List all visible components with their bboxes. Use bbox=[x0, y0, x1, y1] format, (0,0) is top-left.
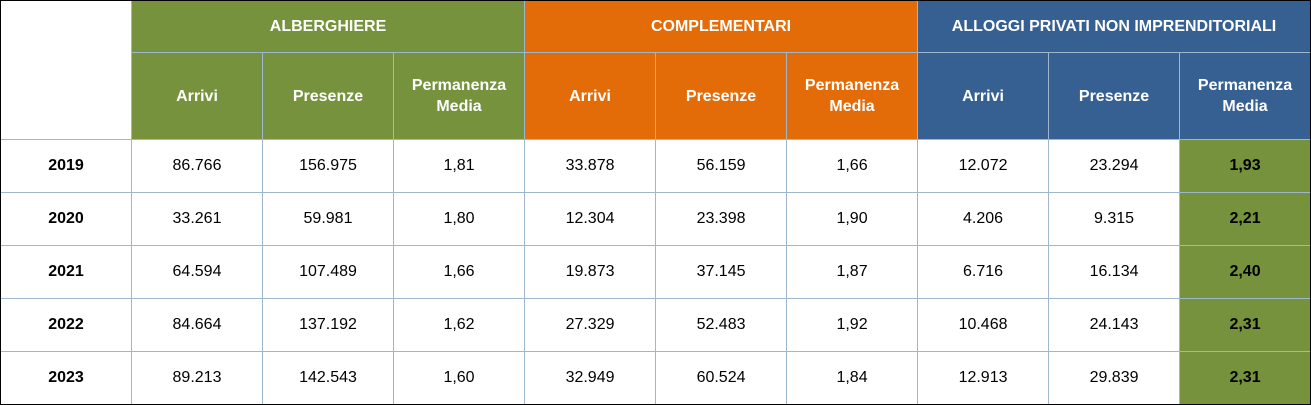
subheader-label-line: Presenze bbox=[1078, 87, 1150, 105]
value-cell: 86.766 bbox=[131, 139, 263, 193]
highlight-value-cell: 2,21 bbox=[1179, 192, 1311, 246]
highlight-value-cell: 2,31 bbox=[1179, 351, 1311, 405]
highlight-value-cell: 1,93 bbox=[1179, 139, 1311, 193]
subheader-presenze: Presenze bbox=[262, 52, 394, 140]
subheader-label-line: Arrivi bbox=[176, 87, 218, 105]
value-cell: 12.072 bbox=[917, 139, 1050, 193]
value-cell: 10.468 bbox=[917, 298, 1050, 352]
value-cell: 1,90 bbox=[786, 192, 919, 246]
subheader-label-line: Arrivi bbox=[962, 87, 1004, 105]
value-cell: 52.483 bbox=[655, 298, 788, 352]
value-cell: 6.716 bbox=[917, 245, 1050, 299]
table-row: 2021 64.594 107.489 1,66 19.873 37.145 1,87 6.7… bbox=[0, 245, 1311, 299]
value-cell: 64.594 bbox=[131, 245, 263, 299]
corner-cell bbox=[0, 0, 132, 140]
value-cell: 32.949 bbox=[524, 351, 657, 405]
value-cell: 137.192 bbox=[262, 298, 394, 352]
value-cell: 24.143 bbox=[1048, 298, 1181, 352]
value-cell: 156.975 bbox=[262, 139, 394, 193]
subheader-row: Arrivi Presenze Permanenza Media Arrivi Prese… bbox=[1, 52, 1311, 140]
value-cell: 1,66 bbox=[786, 139, 919, 193]
subheader-arrivi: Arrivi bbox=[524, 52, 657, 140]
value-cell: 1,60 bbox=[392, 351, 526, 405]
table-row: 2020 33.261 59.981 1,80 12.304 23.398 1,90 4.20… bbox=[0, 192, 1311, 246]
subheader-label-line: Permanenza bbox=[804, 77, 900, 94]
value-cell: 23.398 bbox=[655, 192, 788, 246]
table-row: 2023 89.213 142.543 1,60 32.949 60.524 1,84 12.… bbox=[0, 351, 1311, 405]
value-cell: 33.878 bbox=[524, 139, 657, 193]
value-cell: 1,87 bbox=[786, 245, 919, 299]
value-cell: 27.329 bbox=[524, 298, 657, 352]
value-cell: 1,92 bbox=[786, 298, 919, 352]
year-cell: 2023 bbox=[0, 351, 132, 405]
value-cell: 19.873 bbox=[524, 245, 657, 299]
subheader-label-line: Permanenza bbox=[411, 77, 507, 94]
subheader-label-line: Presenze bbox=[685, 87, 757, 105]
value-cell: 29.839 bbox=[1048, 351, 1181, 405]
value-cell: 12.913 bbox=[917, 351, 1050, 405]
value-cell: 1,62 bbox=[392, 298, 526, 352]
value-cell: 1,81 bbox=[392, 139, 526, 193]
subheader-arrivi: Arrivi bbox=[917, 52, 1050, 140]
value-cell: 1,80 bbox=[392, 192, 526, 246]
subheader-presenze: Presenze bbox=[1048, 52, 1181, 140]
value-cell: 59.981 bbox=[262, 192, 394, 246]
value-cell: 60.524 bbox=[655, 351, 788, 405]
group-header-alberghiere: ALBERGHIERE bbox=[130, 0, 526, 53]
year-cell: 2021 bbox=[0, 245, 132, 299]
value-cell: 107.489 bbox=[262, 245, 394, 299]
table-body: 2019 86.766 156.975 1,81 33.878 56.159 1,66 12.… bbox=[0, 139, 1311, 405]
subheader-label-line: Media bbox=[436, 98, 482, 115]
subheader-permanenza-media: Permanenza Media bbox=[392, 52, 526, 140]
group-header-row: ALBERGHIERE COMPLEMENTARI ALLOGGI PRIVAT… bbox=[0, 0, 1311, 140]
value-cell: 142.543 bbox=[262, 351, 394, 405]
value-cell: 16.134 bbox=[1048, 245, 1181, 299]
value-cell: 33.261 bbox=[131, 192, 263, 246]
value-cell: 37.145 bbox=[655, 245, 788, 299]
year-cell: 2020 bbox=[0, 192, 132, 246]
value-cell: 23.294 bbox=[1048, 139, 1181, 193]
year-cell: 2022 bbox=[0, 298, 132, 352]
year-cell: 2019 bbox=[0, 139, 132, 193]
value-cell: 56.159 bbox=[655, 139, 788, 193]
value-cell: 12.304 bbox=[524, 192, 657, 246]
subheader-label-line: Arrivi bbox=[569, 87, 611, 105]
group-header-alloggi-privati: ALLOGGI PRIVATI NON IMPRENDITORIALI bbox=[917, 0, 1311, 53]
value-cell: 1,66 bbox=[392, 245, 526, 299]
value-cell: 89.213 bbox=[131, 351, 263, 405]
value-cell: 4.206 bbox=[917, 192, 1050, 246]
table-row: 2022 84.664 137.192 1,62 27.329 52.483 1,92 10.… bbox=[0, 298, 1311, 352]
highlight-value-cell: 2,40 bbox=[1179, 245, 1311, 299]
highlight-value-cell: 2,31 bbox=[1179, 298, 1311, 352]
subheader-presenze: Presenze bbox=[655, 52, 788, 140]
subheader-label-line: Media bbox=[829, 98, 875, 115]
subheader-label-line: Presenze bbox=[292, 87, 364, 105]
subheader-arrivi: Arrivi bbox=[131, 52, 263, 140]
value-cell: 9.315 bbox=[1048, 192, 1181, 246]
subheader-label-line: Permanenza bbox=[1197, 77, 1293, 94]
subheader-permanenza-media: Permanenza Media bbox=[1179, 52, 1311, 140]
table-row: 2019 86.766 156.975 1,81 33.878 56.159 1,66 12.… bbox=[0, 139, 1311, 193]
subheader-label-line: Media bbox=[1222, 98, 1268, 115]
value-cell: 84.664 bbox=[131, 298, 263, 352]
group-header-complementari: COMPLEMENTARI bbox=[524, 0, 919, 53]
subheader-permanenza-media: Permanenza Media bbox=[786, 52, 919, 140]
value-cell: 1,84 bbox=[786, 351, 919, 405]
